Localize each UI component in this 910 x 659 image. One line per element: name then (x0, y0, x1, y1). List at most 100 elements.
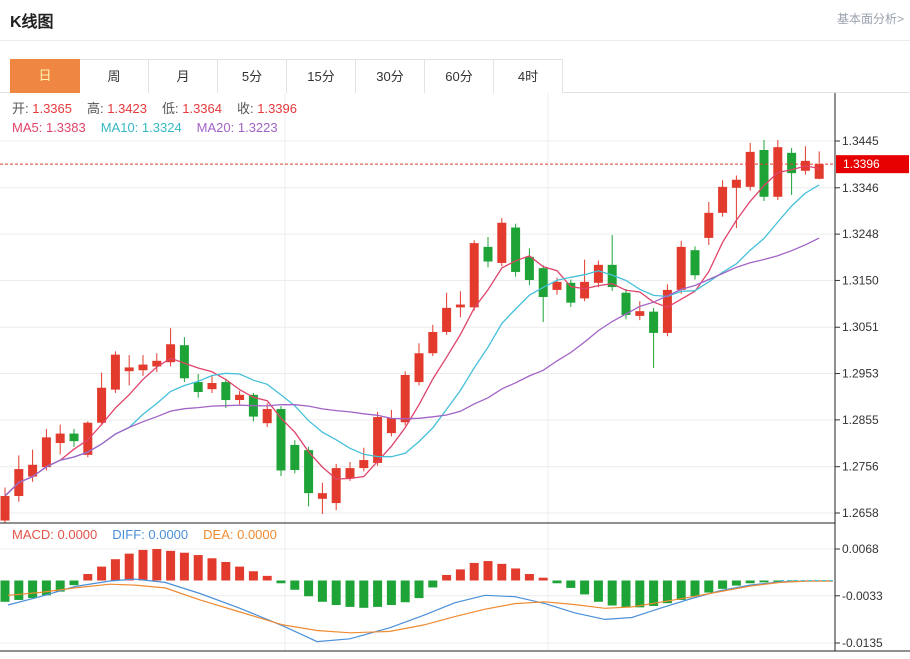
last-price-tag: 1.3396 (836, 155, 909, 174)
macd-bar (607, 580, 617, 606)
macd-bar (179, 552, 189, 581)
axis-tick-label: -0.0033 (842, 589, 883, 603)
legend-value: 0.0000 (53, 527, 98, 542)
candle-body (152, 360, 162, 367)
tab-2[interactable]: 月 (149, 60, 218, 93)
legend-value: 0.0000 (144, 527, 189, 542)
macd-bar (83, 574, 93, 581)
axis-tick-label: 1.2953 (842, 367, 879, 381)
candle-body (483, 246, 493, 262)
candle-body (373, 417, 383, 463)
macd-bar (580, 580, 590, 595)
tab-1[interactable]: 周 (80, 60, 149, 93)
legend-value: 1.3223 (234, 120, 278, 135)
candles (0, 140, 824, 523)
fundamental-analysis-link[interactable]: 基本面分析> (836, 12, 904, 26)
axis-tick-label: 1.3346 (842, 181, 879, 195)
tab-3[interactable]: 5分 (218, 60, 287, 93)
axis-tick-label: 0.0068 (842, 542, 879, 556)
legend-label: MA20: (196, 120, 235, 135)
ma10-line (4, 184, 820, 497)
candle-body (41, 437, 51, 468)
legend-value: 1.3383 (42, 120, 86, 135)
legend-label: MA10: (100, 120, 139, 135)
candle-body (28, 464, 38, 477)
title-divider (0, 40, 910, 41)
macd-bar (345, 580, 355, 607)
legend-label: MA5: (12, 120, 43, 135)
macd-bar (676, 580, 686, 600)
axis-tick-label: 1.3445 (842, 134, 879, 148)
macd-bar (469, 562, 479, 581)
macd-bar (511, 568, 521, 581)
tab-7[interactable]: 4时 (494, 60, 563, 93)
candle-body (787, 152, 797, 174)
candle-body (400, 374, 410, 423)
candle-body (69, 433, 79, 442)
candle-body (83, 422, 93, 455)
macd-bar (718, 580, 728, 589)
candle-body (566, 282, 576, 303)
macd-histogram (0, 549, 797, 608)
candle-body (304, 450, 314, 494)
macd-bar (69, 580, 79, 586)
gridlines (0, 93, 835, 651)
ohlc-legend: 开: 1.3365 高: 1.3423 低: 1.3364 收: 1.3396 (12, 98, 312, 117)
tab-6[interactable]: 60分 (425, 60, 494, 93)
candle-body (276, 409, 286, 471)
macd-bar (745, 580, 755, 584)
candle-body (317, 493, 327, 499)
macd-bar (690, 580, 700, 597)
last-price-value: 1.3396 (843, 157, 880, 171)
macd-bar (386, 580, 396, 606)
legend-value: 1.3364 (178, 101, 222, 116)
legend-value: 1.3423 (103, 101, 147, 116)
macd-bar (593, 580, 603, 602)
axis-tick-label: 1.2658 (842, 506, 879, 520)
macd-bar (731, 580, 741, 586)
candle-body (814, 164, 824, 179)
candle-body (621, 292, 631, 315)
legend-label: 高: (87, 101, 104, 116)
candle-body (193, 382, 203, 392)
candle-body (359, 460, 369, 469)
ma20-line (4, 237, 820, 497)
ma-legend: MA5: 1.3383 MA10: 1.3324 MA20: 1.3223 (12, 120, 293, 135)
macd-bar (207, 558, 217, 581)
candle-body (414, 353, 424, 383)
candle-body (0, 495, 10, 521)
macd-bar (400, 580, 410, 603)
candle-body (497, 222, 507, 263)
macd-bar (497, 563, 507, 581)
candle-body (55, 433, 65, 444)
macd-bar (649, 580, 659, 606)
candle-body (745, 151, 755, 187)
candle-body (676, 246, 686, 290)
candle-body (759, 149, 769, 197)
candle-body (607, 264, 617, 288)
candle-body (124, 367, 134, 372)
candle-body (221, 382, 231, 401)
macd-bar (28, 580, 38, 599)
tab-5[interactable]: 30分 (356, 60, 425, 93)
macd-bar (152, 549, 162, 581)
macd-bar (55, 580, 65, 592)
macd-bar (442, 574, 452, 581)
macd-bar (455, 569, 465, 581)
macd-bar (166, 550, 176, 581)
tab-0[interactable]: 日 (10, 59, 80, 93)
candle-body (593, 264, 603, 283)
candle-body (455, 304, 465, 308)
macd-bar (41, 580, 51, 596)
page-title: K线图 (10, 14, 54, 31)
tab-4[interactable]: 15分 (287, 60, 356, 93)
candle-body (331, 468, 341, 504)
macd-bar (235, 566, 245, 581)
legend-label: 低: (162, 101, 179, 116)
macd-bar (428, 580, 438, 588)
macd-bar (14, 580, 24, 600)
legend-value: 0.0000 (233, 527, 277, 542)
axis-tick-label: 1.3051 (842, 320, 879, 334)
